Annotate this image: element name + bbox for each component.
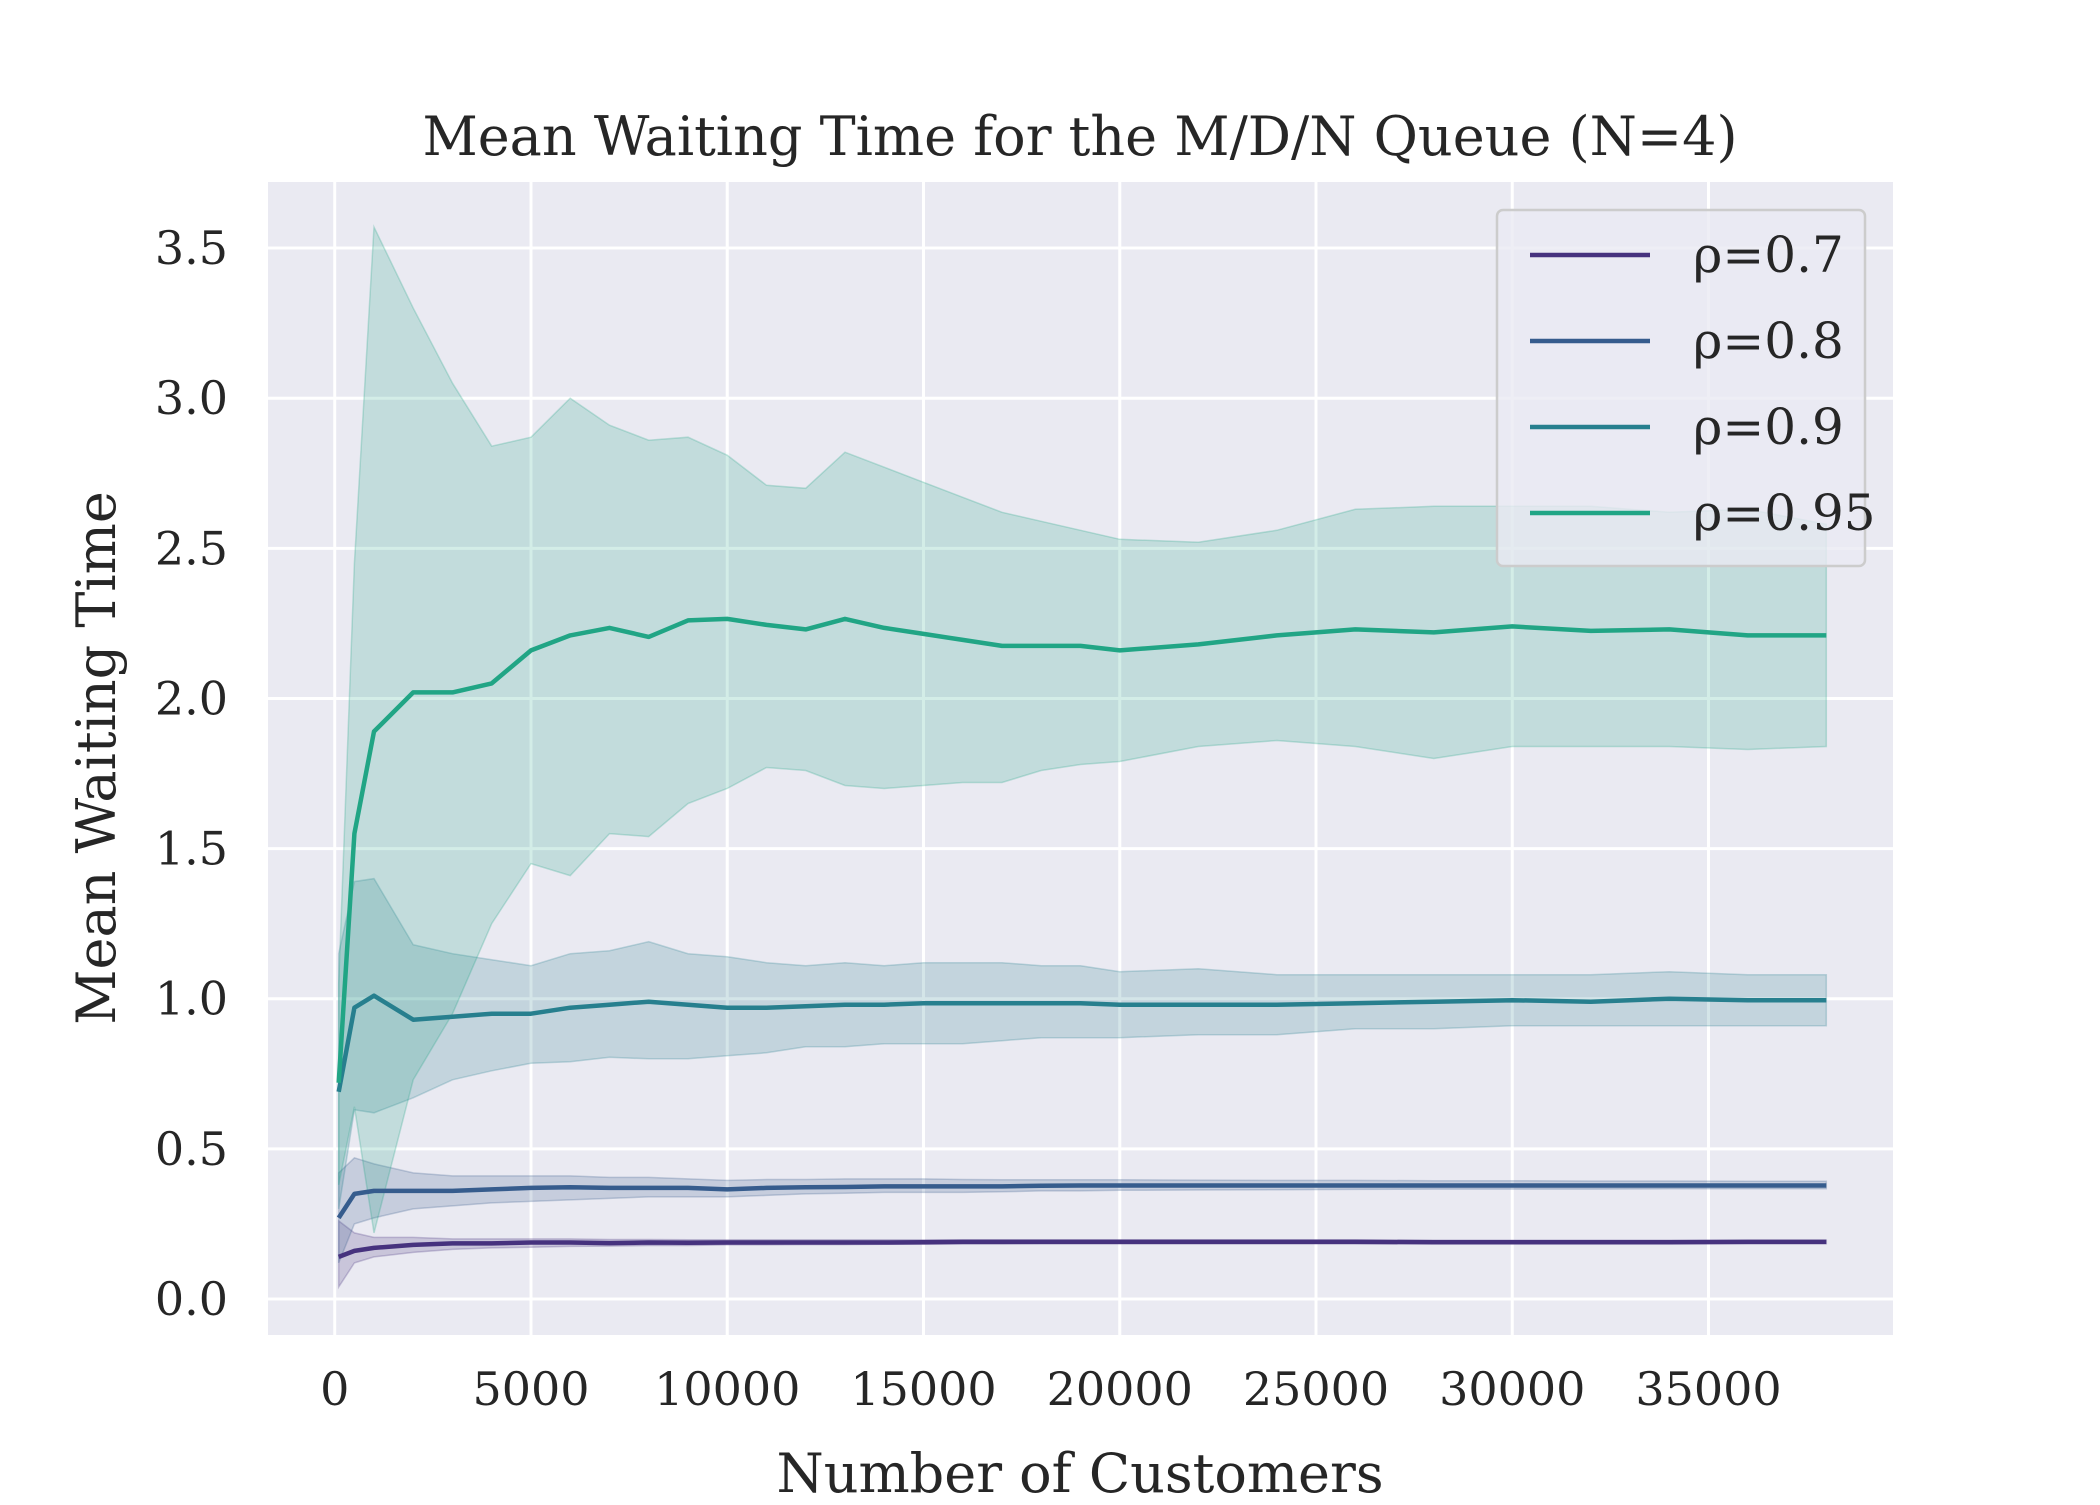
legend-label-1: ρ=0.8 — [1693, 312, 1844, 370]
x-tick-label: 30000 — [1439, 1362, 1585, 1416]
confidence-band-2 — [337, 877, 1828, 1210]
legend-label-2: ρ=0.9 — [1693, 398, 1844, 456]
x-tick-label: 35000 — [1635, 1362, 1781, 1416]
legend-box — [1495, 208, 1867, 568]
x-tick-label: 0 — [320, 1362, 349, 1416]
confidence-band-3 — [337, 224, 1828, 1234]
series-line-1 — [336, 1183, 1827, 1220]
legend: ρ=0.7 ρ=0.8 ρ=0.9 ρ=0.95 — [1495, 208, 1876, 568]
y-axis-label: Mean Waiting Time — [65, 491, 128, 1025]
legend-label-0: ρ=0.7 — [1693, 226, 1844, 284]
y-tick-label: 1.5 — [155, 822, 228, 876]
chart-title: Mean Waiting Time for the M/D/N Queue (N… — [422, 105, 1737, 168]
x-tick-label: 15000 — [850, 1362, 996, 1416]
y-tick-label: 2.0 — [155, 671, 228, 725]
x-axis-label: Number of Customers — [776, 1442, 1383, 1500]
x-tick-label: 5000 — [472, 1362, 589, 1416]
legend-label-3: ρ=0.95 — [1693, 484, 1876, 542]
x-tick-label: 10000 — [654, 1362, 800, 1416]
y-tick-labels: 0.0 0.5 1.0 1.5 2.0 2.5 3.0 3.5 — [155, 221, 228, 1326]
y-tick-label: 1.0 — [155, 972, 228, 1026]
y-tick-label: 3.0 — [155, 371, 228, 425]
y-tick-label: 3.5 — [155, 221, 228, 275]
x-tick-label: 20000 — [1047, 1362, 1193, 1416]
y-tick-label: 0.5 — [155, 1122, 228, 1176]
series-line-3 — [336, 616, 1827, 1083]
y-tick-label: 2.5 — [155, 521, 228, 575]
y-tick-label: 0.0 — [155, 1272, 228, 1326]
series-lines — [336, 616, 1827, 1260]
x-tick-label: 25000 — [1243, 1362, 1389, 1416]
x-tick-labels: 0 5000 10000 15000 20000 25000 30000 35000 — [320, 1362, 1782, 1416]
series-line-2 — [336, 993, 1827, 1093]
series-line-0 — [337, 1239, 1827, 1260]
